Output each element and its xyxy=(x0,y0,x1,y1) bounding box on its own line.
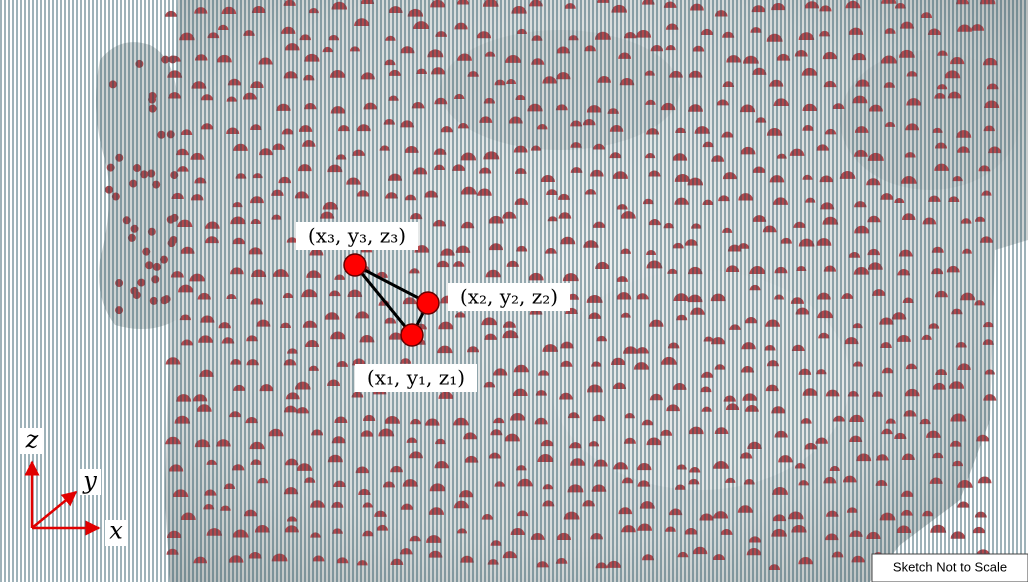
point-label: (x₂, y₂, z₂) xyxy=(460,285,558,309)
point-label: (x₁, y₁, z₁) xyxy=(367,366,465,390)
vertex xyxy=(417,292,439,314)
axis-label: x xyxy=(109,517,123,545)
point-label: (x₃, y₃, z₃) xyxy=(308,224,406,248)
axis-label: y xyxy=(82,467,97,495)
note: Sketch Not to Scale xyxy=(893,559,1007,574)
vertex xyxy=(344,254,366,276)
axis-label: z xyxy=(25,426,39,454)
scene: (x₃, y₃, z₃) (x₂, y₂, z₂) (x₁, y₁, z₁) z… xyxy=(0,0,1028,582)
vertex xyxy=(401,324,423,346)
